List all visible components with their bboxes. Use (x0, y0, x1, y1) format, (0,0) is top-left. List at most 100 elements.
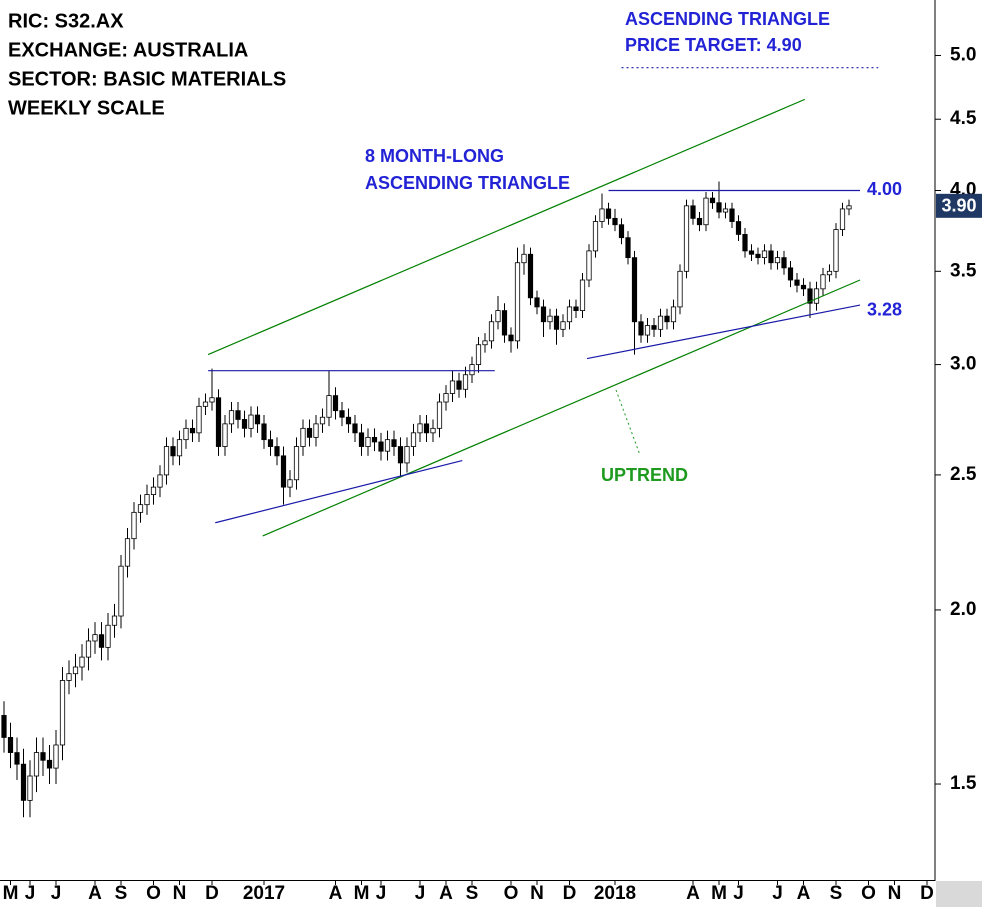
x-tick-label: M (711, 883, 727, 904)
candle-body (170, 446, 176, 457)
x-tick-label: 2017 (243, 883, 285, 904)
candle-body (111, 615, 118, 626)
candle-body (222, 423, 228, 447)
x-tick-label: A (797, 883, 811, 904)
candle-body (313, 423, 319, 438)
candle-body (131, 511, 137, 540)
x-tick-label: N (888, 883, 902, 904)
candle-body (573, 306, 579, 311)
annotation: PRICE TARGET: 4.90 (625, 35, 802, 55)
candle-body (352, 423, 358, 434)
candle-body (664, 315, 670, 323)
x-tick-label: O (146, 883, 161, 904)
candle-body (53, 744, 59, 769)
y-tick-label: 3.0 (950, 354, 976, 375)
candle-body (742, 234, 748, 252)
x-tick-label: N (173, 883, 187, 904)
candle-body (293, 446, 300, 481)
trend-line (207, 98, 806, 356)
candle-body (287, 479, 293, 488)
candle-body (267, 439, 274, 447)
leader-line (615, 389, 641, 456)
level-label: 3.28 (867, 299, 902, 319)
x-tick-label: 2018 (594, 883, 636, 904)
candle-body (696, 217, 703, 226)
candle-body (274, 446, 280, 457)
candle-body (716, 202, 722, 213)
info-text: WEEKLY SCALE (8, 97, 165, 119)
candle-body (105, 624, 111, 648)
y-tick-label: 2.0 (950, 599, 976, 620)
candle-body (27, 775, 33, 801)
candle-body (514, 262, 521, 342)
candle-body (560, 321, 566, 330)
candle-body (839, 208, 846, 230)
candle-body (527, 253, 534, 299)
corner-box (936, 881, 982, 907)
candle-body (755, 253, 761, 259)
y-tick-label: 1.5 (950, 773, 977, 794)
x-tick-label: S (115, 883, 128, 904)
candle-body (384, 439, 391, 452)
candle-body (228, 410, 235, 425)
candle-body (566, 306, 573, 323)
x-tick-label: S (466, 883, 479, 904)
candle-body (261, 423, 267, 441)
candle-body (7, 737, 14, 753)
candle-body (1, 715, 7, 738)
candle-body (781, 257, 787, 269)
candle-body (215, 397, 222, 447)
candle-body (46, 759, 53, 769)
candle-body (92, 634, 98, 642)
x-tick-label: D (920, 883, 934, 904)
candle-body (768, 250, 774, 264)
x-tick-label: J (733, 883, 744, 904)
candle-body (833, 229, 839, 272)
y-tick-label: 4.5 (950, 108, 977, 129)
candle-body (436, 401, 443, 429)
candle-body (800, 284, 807, 290)
candle-body (397, 446, 404, 464)
x-tick-label: S (830, 883, 843, 904)
x-tick-label: A (439, 883, 453, 904)
candle-body (404, 446, 410, 464)
x-tick-label: M (3, 883, 19, 904)
candle-body (235, 410, 241, 420)
candle-body (657, 315, 664, 330)
candle-body (482, 340, 488, 346)
candle-body (794, 279, 800, 286)
candle-body (319, 416, 326, 425)
x-tick-label: M (354, 883, 370, 904)
candle-body (631, 257, 638, 323)
x-tick-label: A (686, 883, 700, 904)
candle-body (547, 315, 553, 323)
candle-body (144, 494, 150, 506)
candle-body (417, 423, 423, 434)
candle-body (98, 634, 105, 648)
candle-body (644, 325, 651, 336)
x-tick-label: J (415, 883, 426, 904)
candle-body (163, 446, 170, 476)
candle-body (846, 205, 852, 210)
x-tick-label: D (205, 883, 219, 904)
candle-body (579, 279, 586, 311)
annotation: 8 MONTH-LONG (365, 146, 504, 166)
candle-body (787, 267, 794, 281)
x-tick-label: J (772, 883, 783, 904)
x-tick-label: N (530, 883, 544, 904)
candle-body (241, 419, 248, 429)
candle-body (443, 393, 449, 403)
candle-body (540, 306, 547, 323)
candle-body (118, 565, 124, 617)
candle-body (176, 439, 183, 457)
candle-body (33, 752, 40, 777)
candle-body (820, 274, 826, 290)
candle-body (183, 427, 189, 441)
candle-body (85, 640, 92, 658)
candle-body (774, 257, 781, 264)
candle-body (826, 270, 833, 276)
candle-body (378, 441, 384, 452)
candle-body (20, 763, 27, 801)
trend-line (586, 304, 861, 360)
